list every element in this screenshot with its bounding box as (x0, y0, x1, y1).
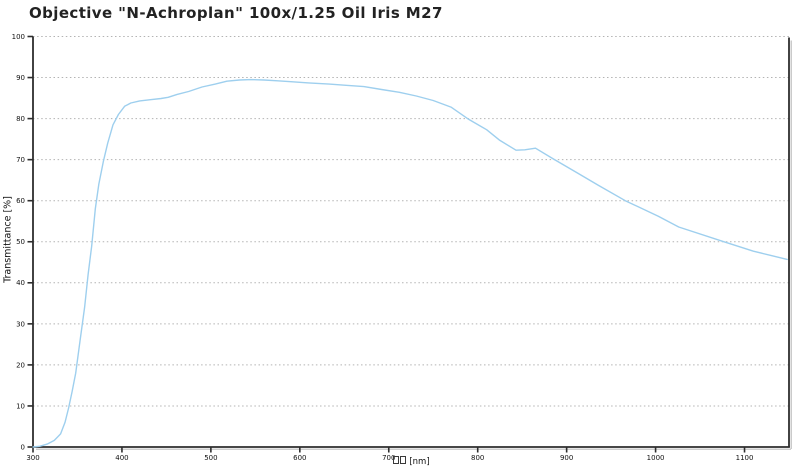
x-tick-label: 500 (204, 454, 217, 462)
missing-glyph-box-icon (392, 456, 399, 464)
x-axis-label: [nm] (33, 456, 789, 467)
x-tick-label: 600 (293, 454, 306, 462)
transmittance-curve (32, 78, 788, 448)
y-tick-label: 50 (16, 238, 25, 246)
y-tick-label: 90 (16, 74, 25, 82)
y-tick-label: 70 (16, 156, 25, 164)
missing-glyph-box-icon (399, 456, 406, 464)
missing-glyph-boxes (392, 456, 406, 467)
x-tick-label: 800 (471, 454, 484, 462)
x-tick-label: 300 (26, 454, 39, 462)
x-tick-label: 1100 (736, 454, 754, 462)
x-tick-label: 1000 (647, 454, 665, 462)
x-tick-label: 400 (115, 454, 128, 462)
y-tick-label: 80 (16, 115, 25, 123)
y-tick-label: 0 (21, 443, 25, 451)
chart-title: Objective "N-Achroplan" 100x/1.25 Oil Ir… (29, 4, 443, 22)
y-tick-label: 100 (12, 33, 25, 41)
y-tick-label: 30 (16, 320, 25, 328)
y-tick-label: 20 (16, 361, 25, 369)
y-tick-label: 10 (16, 402, 25, 410)
x-tick-label: 700 (382, 454, 395, 462)
y-tick-label: 60 (16, 197, 25, 205)
x-tick-label: 900 (560, 454, 573, 462)
x-axis-unit: [nm] (409, 457, 430, 467)
y-tick-label: 40 (16, 279, 25, 287)
